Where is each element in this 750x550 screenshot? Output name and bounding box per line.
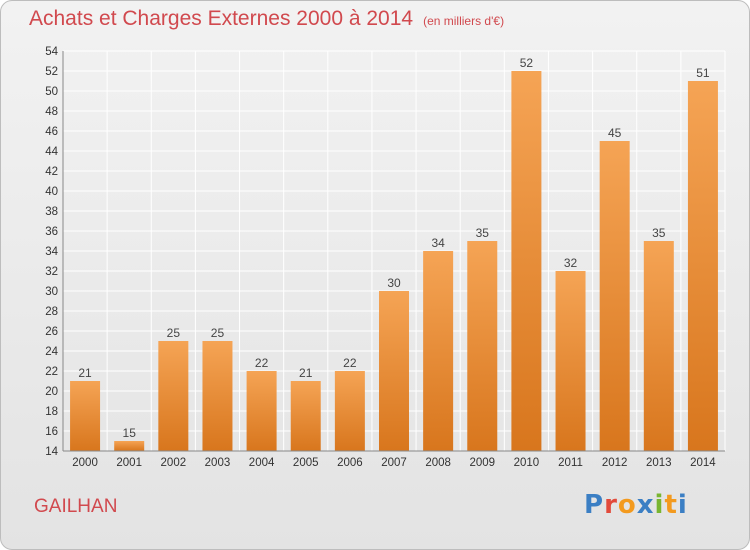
y-tick-label: 14 xyxy=(45,446,58,458)
bar-value-label: 30 xyxy=(387,276,401,290)
x-tick-label: 2006 xyxy=(337,457,363,469)
logo-letter: t xyxy=(664,490,678,520)
y-tick-label: 22 xyxy=(45,366,58,378)
y-tick-label: 42 xyxy=(45,166,58,178)
y-tick-label: 50 xyxy=(45,86,58,98)
x-tick-label: 2009 xyxy=(469,457,495,469)
bar xyxy=(599,141,630,451)
y-tick-label: 52 xyxy=(45,66,58,78)
bar xyxy=(202,341,233,451)
y-tick-label: 28 xyxy=(45,306,58,318)
y-tick-label: 40 xyxy=(45,186,58,198)
logo-letter: r xyxy=(604,490,618,520)
bar xyxy=(114,441,145,451)
y-tick-label: 30 xyxy=(45,286,58,298)
x-tick-label: 2011 xyxy=(558,457,583,469)
x-tick-label: 2004 xyxy=(249,457,275,469)
bar xyxy=(246,371,277,451)
y-tick-label: 32 xyxy=(45,266,58,278)
y-tick-label: 18 xyxy=(45,406,58,418)
bar-value-label: 22 xyxy=(343,356,357,370)
bar xyxy=(687,81,718,451)
x-tick-label: 2010 xyxy=(514,457,540,469)
bar-value-label: 15 xyxy=(123,426,137,440)
bar-value-label: 51 xyxy=(696,66,710,80)
x-tick-label: 2007 xyxy=(381,457,407,469)
y-tick-label: 26 xyxy=(45,326,58,338)
y-tick-label: 44 xyxy=(45,146,58,158)
bar xyxy=(379,291,409,451)
bar-value-label: 35 xyxy=(476,226,490,240)
bars xyxy=(70,71,718,451)
bar-value-label: 32 xyxy=(564,256,578,270)
y-tick-label: 24 xyxy=(45,346,58,358)
y-tick-label: 16 xyxy=(45,426,58,438)
x-tick-label: 2008 xyxy=(425,457,451,469)
y-tick-label: 36 xyxy=(45,226,58,238)
logo-letter: P xyxy=(584,490,605,520)
bar xyxy=(334,371,365,451)
bar xyxy=(70,381,101,451)
x-tick-label: 2002 xyxy=(161,457,187,469)
chart-unit: (en milliers d'€) xyxy=(423,14,505,28)
bar xyxy=(511,71,542,451)
y-tick-label: 46 xyxy=(45,126,58,138)
bar-value-label: 25 xyxy=(167,326,181,340)
y-tick-label: 34 xyxy=(45,246,58,258)
bar-value-label: 22 xyxy=(255,356,269,370)
x-tick-label: 2000 xyxy=(72,457,98,469)
bar xyxy=(555,271,586,451)
logo-letter: o xyxy=(617,490,637,520)
place-name: GAILHAN xyxy=(34,496,118,517)
x-tick-label: 2001 xyxy=(116,457,142,469)
y-tick-label: 38 xyxy=(45,206,58,218)
x-tick-label: 2014 xyxy=(690,457,716,469)
title-text: Achats et Charges Externes 2000 à 2014 xyxy=(29,7,414,30)
bar-value-label: 34 xyxy=(431,236,445,250)
bar-value-label: 52 xyxy=(520,56,534,70)
bar-value-label: 25 xyxy=(211,326,225,340)
y-tick-label: 48 xyxy=(45,106,58,118)
bar xyxy=(158,341,189,451)
bar-value-label: 21 xyxy=(78,366,92,380)
bar-value-label: 35 xyxy=(652,226,666,240)
x-tick-label: 2005 xyxy=(293,457,319,469)
y-tick-label: 54 xyxy=(45,46,58,58)
x-tick-label: 2012 xyxy=(602,457,628,469)
bar xyxy=(643,241,674,451)
axes: 14 16 18 20 22 24 26 28 30 32 34 36 38 40 42 44 46 48 50 52… xyxy=(45,46,725,469)
x-tick-label: 2013 xyxy=(646,457,672,469)
bar xyxy=(290,381,321,451)
bar-value-label: 45 xyxy=(608,126,622,140)
x-tick-label: 2003 xyxy=(205,457,231,469)
bar xyxy=(423,251,454,451)
proxiti-logo[interactable]: Proxiti xyxy=(584,490,688,520)
chart-title: Achats et Charges Externes 2000 à 2014 (e… xyxy=(29,7,504,31)
bar-value-label: 21 xyxy=(299,366,313,380)
bar xyxy=(467,241,498,451)
y-tick-label: 20 xyxy=(45,386,58,398)
logo-letter: i xyxy=(677,490,688,520)
logo-letter: i xyxy=(654,490,665,520)
logo-letter: x xyxy=(636,490,655,520)
